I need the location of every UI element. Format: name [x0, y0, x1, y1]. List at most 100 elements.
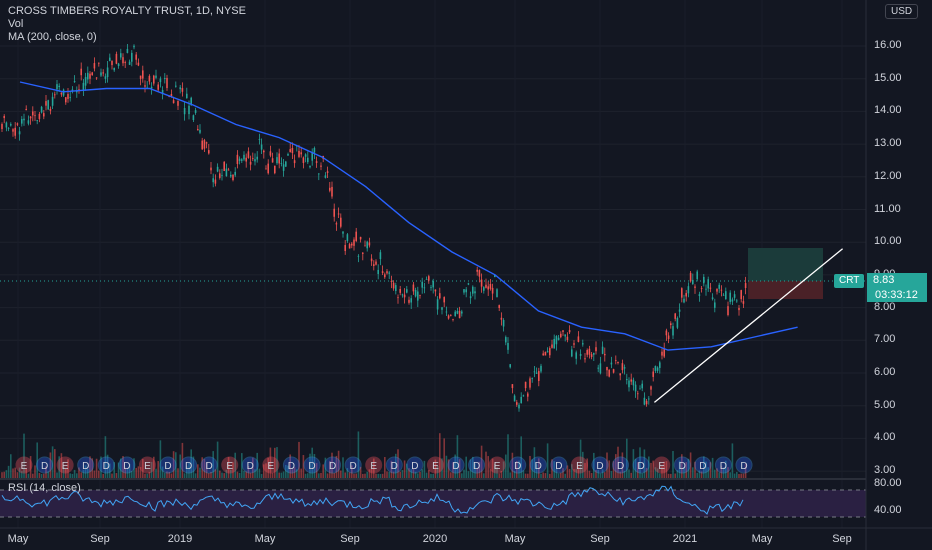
earnings-marker[interactable]: [570, 456, 588, 474]
candle-body: [430, 286, 432, 288]
volume-bar: [711, 457, 714, 478]
dividend-marker[interactable]: [180, 456, 198, 474]
volume-bar: [122, 456, 124, 478]
candle-body: [212, 178, 214, 183]
earnings-marker[interactable]: [15, 456, 33, 474]
volume-bar: [342, 457, 344, 478]
event-label: D: [535, 461, 542, 472]
dividend-marker[interactable]: [200, 456, 218, 474]
volume-bar: [166, 471, 168, 478]
candle-body: [153, 75, 155, 84]
candle-body: [27, 120, 30, 124]
volume-bar: [214, 469, 217, 478]
dividend-marker[interactable]: [77, 456, 95, 474]
dividend-marker[interactable]: [303, 456, 321, 474]
volume-bar: [698, 470, 701, 478]
volume-bar: [267, 457, 269, 478]
volume-bar: [309, 453, 311, 478]
dividend-marker[interactable]: [118, 456, 136, 474]
volume-bar: [496, 467, 498, 478]
volume-bar: [117, 462, 120, 478]
candle-body: [69, 97, 71, 98]
dividend-marker[interactable]: [529, 456, 547, 474]
volume-bar: [210, 471, 212, 478]
dividend-marker[interactable]: [282, 456, 300, 474]
volume-bar: [700, 471, 703, 478]
time-tick-label: Sep: [90, 533, 110, 545]
time-tick-label: May: [254, 533, 276, 545]
dividend-marker[interactable]: [385, 456, 403, 474]
volume-bar: [135, 467, 137, 478]
candle-body: [390, 281, 393, 282]
rsi-tick: 40.00: [874, 504, 902, 516]
candle-body: [76, 91, 78, 93]
candle-body: [148, 75, 151, 82]
volume-bar: [344, 472, 346, 478]
candle-body: [502, 320, 505, 327]
volume-bar: [93, 470, 96, 478]
volume-bar: [637, 462, 639, 478]
earnings-marker[interactable]: [262, 456, 280, 474]
volume-bar: [14, 467, 16, 478]
candle-body: [142, 70, 144, 79]
candle-body: [421, 281, 423, 288]
symbol-tag: CRT: [834, 274, 865, 288]
volume-bar: [478, 461, 481, 478]
dividend-marker[interactable]: [591, 456, 609, 474]
candle-body: [128, 61, 131, 65]
volume-bar: [643, 449, 646, 478]
earnings-marker[interactable]: [365, 456, 383, 474]
volume-bar: [348, 472, 351, 478]
candle-body: [703, 276, 705, 284]
rsi-line: [1, 485, 744, 515]
dividend-marker[interactable]: [406, 456, 424, 474]
volume-bar: [461, 473, 463, 478]
volume-bar: [612, 461, 615, 478]
dividend-marker[interactable]: [714, 456, 732, 474]
candle-body: [676, 317, 679, 328]
candle-body: [38, 113, 41, 119]
volume-bar: [47, 471, 49, 478]
dividend-marker[interactable]: [36, 456, 54, 474]
dividend-marker[interactable]: [447, 456, 465, 474]
earnings-marker[interactable]: [488, 456, 506, 474]
volume-bar: [311, 447, 313, 478]
earnings-marker[interactable]: [221, 456, 239, 474]
dividend-marker[interactable]: [324, 456, 342, 474]
dividend-marker[interactable]: [735, 456, 753, 474]
candle-body: [406, 289, 408, 293]
dividend-marker[interactable]: [509, 456, 527, 474]
event-label: D: [473, 461, 480, 472]
dividend-marker[interactable]: [468, 456, 486, 474]
candle-body: [573, 343, 575, 345]
dividend-marker[interactable]: [97, 456, 115, 474]
dividend-marker[interactable]: [344, 456, 362, 474]
trendline[interactable]: [653, 248, 844, 403]
volume-bar: [630, 472, 632, 478]
dividend-marker[interactable]: [612, 456, 630, 474]
dividend-marker[interactable]: [694, 456, 712, 474]
volume-bar: [623, 470, 626, 478]
dividend-marker[interactable]: [673, 456, 691, 474]
earnings-marker[interactable]: [138, 456, 156, 474]
dividend-marker[interactable]: [550, 456, 568, 474]
dividend-marker[interactable]: [241, 456, 259, 474]
candle-body: [419, 294, 421, 296]
volume-bar: [78, 467, 80, 478]
earnings-marker[interactable]: [56, 456, 74, 474]
volume-bar: [208, 473, 210, 478]
candle-body: [124, 61, 126, 63]
earnings-marker[interactable]: [426, 456, 444, 474]
candle-body: [579, 354, 582, 356]
candle-body: [269, 151, 272, 156]
earnings-marker[interactable]: [653, 456, 671, 474]
dividend-marker[interactable]: [159, 456, 177, 474]
volume-bar: [685, 462, 687, 478]
candle-body: [104, 76, 107, 79]
dividend-marker[interactable]: [632, 456, 650, 474]
candle-body: [637, 393, 639, 395]
currency-button[interactable]: USD: [885, 4, 919, 19]
volume-bar: [553, 461, 555, 478]
candle-body: [362, 252, 364, 254]
